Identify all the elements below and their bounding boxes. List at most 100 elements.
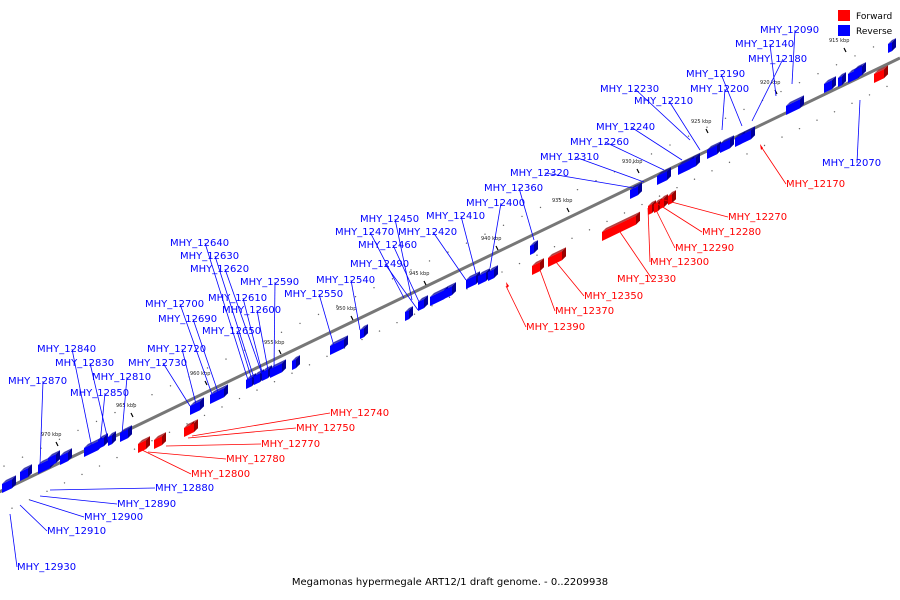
reverse-gene-block (854, 62, 866, 79)
leader-line (663, 199, 729, 218)
axis-dot (588, 229, 591, 231)
reverse-gene-label: MHY_12600 (222, 305, 281, 316)
tick-label: 925 kbp (691, 119, 711, 125)
reverse-gene-block (2, 475, 16, 493)
leader-line (204, 242, 249, 381)
axis-dot (410, 269, 412, 271)
axis-dot (206, 367, 209, 369)
reverse-gene-label: MHY_12900 (84, 512, 143, 523)
leader-line (99, 392, 106, 445)
reverse-gene-label: MHY_12260 (570, 137, 629, 148)
reverse-gene-block (824, 76, 836, 93)
forward-gene-label: MHY_12300 (650, 257, 709, 268)
axis-dot (576, 188, 579, 191)
reverse-gene-label: MHY_12190 (686, 69, 745, 80)
tick-label: 935 kbp (552, 198, 572, 204)
leader-line (574, 156, 645, 183)
reverse-gene-label: MHY_12210 (634, 96, 693, 107)
axis-dot (669, 144, 671, 146)
axis-dot (373, 287, 375, 289)
leader-line (273, 281, 276, 371)
reverse-gene-label: MHY_12550 (284, 289, 343, 300)
leader-line (49, 487, 156, 491)
tick-mark (278, 349, 282, 355)
tick-mark (843, 47, 847, 53)
axis-dot (225, 358, 227, 360)
leader-line (856, 99, 861, 164)
axis-dot (484, 233, 486, 235)
tick-mark (350, 315, 354, 321)
backbone-line (0, 56, 900, 494)
axis-dot (354, 295, 357, 298)
axis-dot (743, 108, 745, 111)
reverse-gene-label: MHY_12140 (735, 39, 794, 50)
leader-line (236, 330, 253, 381)
reverse-gene-label: MHY_12890 (117, 499, 176, 510)
axis-dot (711, 170, 713, 172)
reverse-gene-block (98, 433, 108, 449)
reverse-gene-block (657, 167, 671, 185)
axis-dot (291, 372, 293, 374)
tick-mark (636, 168, 640, 174)
axis-dot (868, 94, 871, 96)
forward-gene-block (506, 282, 509, 288)
axis-dot (326, 355, 328, 358)
forward-gene-label: MHY_12170 (786, 179, 845, 190)
leader-line (791, 29, 796, 85)
forward-gene-block (154, 432, 166, 449)
leader-line (165, 443, 262, 447)
reverse-gene-block (20, 464, 32, 481)
axis-dot (21, 456, 24, 458)
axis-dot (396, 321, 398, 324)
reverse-gene-block (330, 335, 348, 355)
axis-dot (872, 46, 875, 48)
axis-dot (46, 490, 48, 493)
forward-gene-label: MHY_12800 (191, 469, 250, 480)
axis-dot (77, 429, 79, 432)
tick-label: 915 kbp (829, 38, 849, 44)
axis-dot (169, 385, 172, 387)
forward-gene-block (548, 247, 566, 267)
legend-forward-label: Forward (856, 12, 892, 22)
tick-mark (204, 380, 208, 386)
reverse-gene-label: MHY_12450 (360, 214, 419, 225)
axis-dot (780, 90, 782, 93)
axis-dot (114, 411, 116, 414)
axis-dot (687, 135, 690, 137)
axis-dot (658, 195, 661, 197)
axis-dot (280, 331, 283, 334)
axis-dot (151, 394, 153, 396)
reverse-gene-block (690, 153, 700, 169)
reverse-gene-label: MHY_12620 (190, 264, 249, 275)
tick-mark (495, 245, 499, 251)
forward-gene-label: MHY_12290 (675, 243, 734, 254)
tick-label: 970 kbp (41, 432, 61, 438)
axis-dot (854, 55, 856, 57)
leader-line (657, 203, 703, 233)
leader-line (214, 255, 255, 379)
axis-dot (817, 73, 819, 75)
leader-line (242, 297, 263, 373)
leader-line (121, 376, 128, 435)
reverse-gene-label: MHY_12840 (37, 344, 96, 355)
axis-dot (798, 127, 801, 130)
leader-line (769, 43, 777, 97)
leader-line (192, 318, 221, 399)
leader-line (555, 261, 585, 297)
legend: Forward Reverse (838, 10, 893, 37)
forward-gene-block (532, 258, 544, 275)
axis-dot (168, 431, 171, 434)
reverse-gene-label: MHY_12310 (540, 152, 599, 163)
leader-line (604, 141, 665, 171)
reverse-gene-block (838, 72, 846, 87)
axis-dot (693, 178, 696, 180)
legend-reverse-label: Reverse (856, 27, 893, 37)
axis-dot (502, 224, 505, 227)
reverse-gene-label: MHY_12460 (358, 240, 417, 251)
axis-dot (308, 364, 311, 366)
axis-dot (378, 330, 381, 332)
leader-line (162, 362, 191, 407)
reverse-gene-label: MHY_12830 (55, 358, 114, 369)
leader-line (751, 58, 784, 122)
